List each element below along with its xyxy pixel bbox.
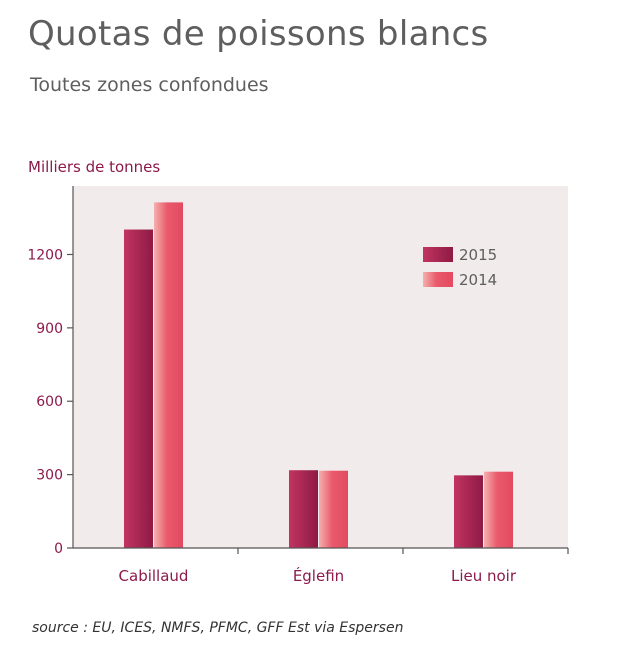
bar-2014-1 (154, 202, 183, 549)
x-category-label: Églefin (293, 566, 344, 585)
y-tick-label: 600 (36, 394, 63, 410)
legend-label-2015: 2015 (459, 246, 497, 264)
bar-2014-2 (319, 470, 348, 548)
y-axis-label: Milliers de tonnes (28, 158, 161, 176)
bar-2015-3 (454, 475, 483, 548)
x-category-label: Lieu noir (451, 567, 517, 585)
legend-label-2014: 2014 (459, 271, 497, 289)
y-tick-label: 1200 (27, 247, 63, 263)
y-tick-label: 300 (36, 468, 63, 484)
y-tick-label: 0 (54, 541, 63, 557)
x-category-label: Cabillaud (119, 567, 189, 585)
y-tick-label: 900 (36, 321, 63, 337)
bar-2015-1 (124, 229, 153, 548)
source-note: source : EU, ICES, NMFS, PFMC, GFF Est v… (32, 620, 404, 636)
legend-swatch-2014 (423, 272, 453, 287)
bar-2014-3 (484, 471, 513, 548)
legend-swatch-2015 (423, 247, 453, 262)
bar-2015-2 (289, 470, 318, 548)
chart-subtitle: Toutes zones confondues (30, 74, 269, 96)
chart-title: Quotas de poissons blancs (28, 14, 489, 54)
